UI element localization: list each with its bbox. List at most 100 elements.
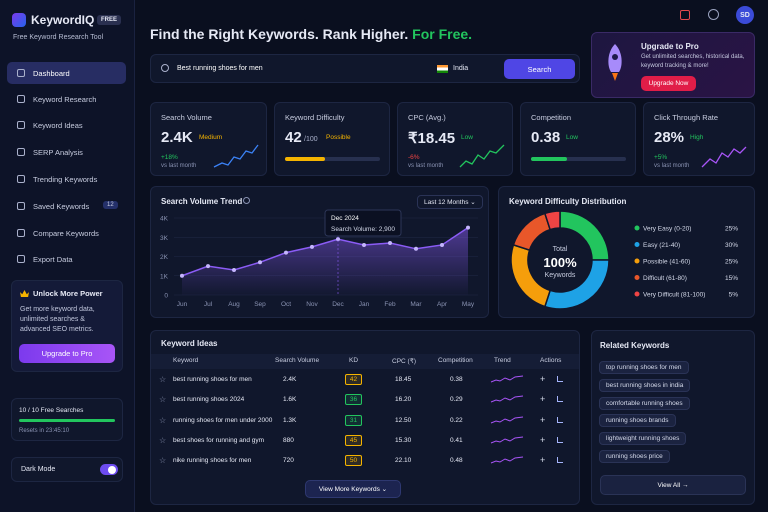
row-sparkline-line [490,456,524,464]
add-action[interactable]: + [540,374,546,384]
metric-status: Possible [326,134,351,141]
ideas-title: Keyword Ideas [161,339,218,348]
upgrade-button[interactable]: Upgrade to Pro [19,344,115,363]
chart-action[interactable] [557,376,563,382]
range: Last 12 Months [424,198,469,206]
related-chip[interactable]: running shoes price [599,450,670,463]
nav-item[interactable]: Keyword Ideas [7,114,126,136]
star[interactable]: ☆ [159,456,167,466]
nav-item[interactable]: SERP Analysis [7,141,126,163]
nav-icon [17,148,25,156]
search-volume: 2.4K [283,376,297,383]
range-select[interactable]: Last 12 Months ⌄ [417,195,483,209]
add-action[interactable]: + [540,455,546,466]
view-more-label: View More Keywords [318,485,380,493]
keyword: best running shoes 2024 [173,396,245,404]
nav-item[interactable]: Dashboard [7,62,126,84]
star[interactable]: ☆ [159,435,167,445]
progress-track [531,157,626,161]
headline: Find the Right Keywords. Rank Higher. Fo… [150,26,472,42]
chart-action[interactable] [557,396,563,403]
search-button[interactable]: Search [504,59,575,79]
sparkline [459,144,505,168]
crown [20,290,29,297]
metric-value: ₹18.45 [408,130,456,147]
nav-item[interactable]: Compare Keywords [7,222,126,244]
nav-item[interactable]: Keyword Research [7,88,126,110]
row-sparkline [490,436,524,444]
chart-action[interactable] [557,436,563,443]
nav-item[interactable]: Trending Keywords [7,168,126,190]
nav-item[interactable]: Saved Keywords 12 [7,195,126,217]
search-volume: 1.3K [283,416,297,424]
cpc: 15.30 [395,436,412,444]
upgrade-text: Get unlimited searches, historical data,… [641,54,745,69]
star[interactable]: ☆ [159,395,167,405]
metric-value: 28% [654,129,685,146]
row-sparkline [490,395,524,403]
column-header: Search Volume [275,357,320,364]
search-volume: 1.6K [283,396,297,404]
cpc: 16.20 [395,396,412,404]
related-chip[interactable]: top running shoes for men [599,361,689,374]
nav-label: Export Data [33,254,73,264]
toggle[interactable] [100,464,118,475]
related-chip[interactable]: lightweight running shoes [599,432,687,446]
kd-badge: 50 [345,455,362,467]
row-sparkline [490,375,524,383]
upgrade-title: Upgrade to Pro [641,42,699,51]
metric-value: 2.4K [161,129,193,146]
search-icon [161,64,169,72]
nav-icon [17,202,25,210]
distribution-card: Keyword Difficulty Distribution [498,186,755,318]
row-sparkline-line [490,375,524,383]
column-header: Trend [494,357,511,364]
row-sparkline [490,416,524,424]
trend-title: Search Volume Trend [161,197,243,206]
country[interactable]: India [453,65,469,72]
competition: 0.48 [450,457,463,465]
nav-label: Trending Keywords [33,174,98,184]
metric-value: 0.38 [531,129,561,146]
metric-unit: /100 [304,136,318,143]
chart-action[interactable] [557,416,563,423]
view-more[interactable]: View More Keywords ⌄ [305,480,401,498]
metric-change: +18% [161,154,178,161]
add-action[interactable]: + [540,434,546,445]
metric-card: Keyword Difficulty 42/100 Possible [274,102,390,176]
related-chip[interactable]: comfortable running shoes [599,396,690,410]
view-all-label: View All [657,481,681,489]
column-header: Actions [540,357,562,364]
sparkline-line [701,146,747,168]
chart-action[interactable] [557,457,563,464]
headline-highlight: For Free. [412,26,473,42]
star[interactable]: ☆ [159,415,167,425]
row-sparkline [490,456,524,464]
progress-track [285,157,380,161]
theme: Dark Mode [11,457,123,482]
logo [12,13,26,27]
usage-bar [19,419,115,422]
add-action[interactable]: + [540,414,546,425]
usage-reset: Resets in 23:45:10 [19,428,70,434]
upgrade-now[interactable]: Upgrade Now [641,76,696,91]
add-action[interactable]: + [540,394,546,405]
view-all[interactable]: View All → [600,475,746,495]
avatar[interactable]: SD [736,6,754,24]
nav-item[interactable]: Export Data [7,248,126,270]
nav-count: 12 [103,201,118,209]
cpc: 12.50 [395,416,412,424]
related-chip[interactable]: best running shoes in india [599,378,691,392]
star[interactable]: ☆ [159,375,167,384]
distribution-title: Keyword Difficulty Distribution [509,197,627,206]
keyword: running shoes for men under 2000 [173,416,273,424]
search-input[interactable]: Best running shoes for men [177,65,263,72]
help-icon[interactable] [708,9,719,20]
related-chip[interactable]: running shoes brands [599,414,676,428]
gift-icon[interactable] [680,10,690,20]
column-header: Competition [438,357,473,364]
metric-status: Medium [199,134,223,141]
upgrade-card: Upgrade to Pro Get unlimited searches, h… [591,32,755,98]
kd-badge: 45 [345,434,362,446]
